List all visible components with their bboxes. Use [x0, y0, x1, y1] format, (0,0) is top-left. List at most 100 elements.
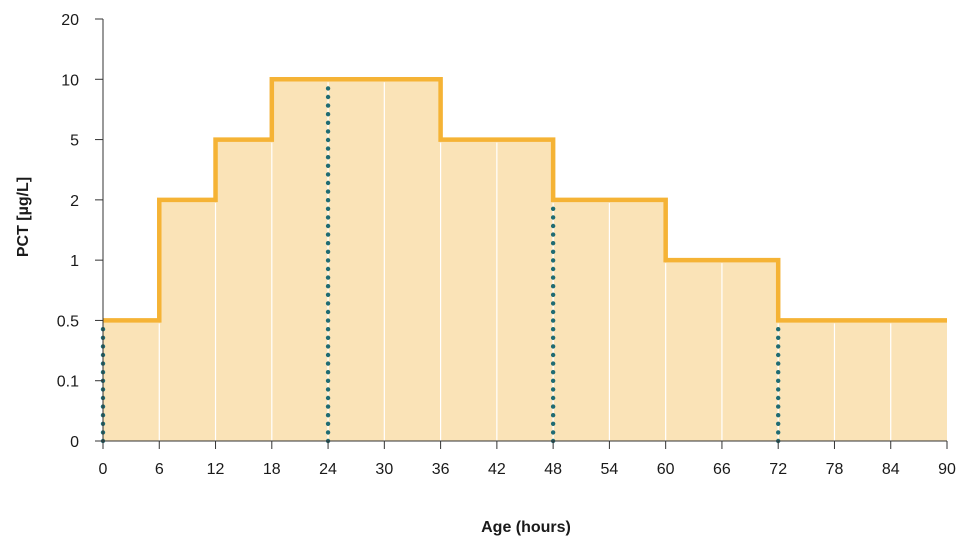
marker-dot: [325, 430, 331, 435]
marker-dot: [776, 327, 781, 332]
y-tick-label: 20: [61, 12, 79, 29]
y-axis-title: PCT [µg/L]: [15, 177, 32, 257]
marker-dot: [550, 430, 556, 435]
marker-dot: [550, 258, 556, 263]
marker-dot: [776, 387, 781, 392]
marker-dot: [776, 370, 781, 375]
marker-dot: [550, 335, 556, 340]
marker-dot: [776, 335, 781, 340]
step-line: [103, 77, 947, 323]
marker-dot: [550, 327, 556, 332]
x-tick-label: 66: [713, 461, 731, 478]
marker-dot: [325, 129, 331, 134]
x-tick-label: 72: [769, 461, 787, 478]
marker-dot: [550, 275, 556, 280]
step-line-layer: [103, 77, 947, 323]
x-tick-label: 90: [938, 461, 956, 478]
marker-dot: [550, 301, 556, 306]
marker-dot: [325, 103, 331, 108]
marker-dot: [325, 86, 331, 91]
marker-dot: [325, 112, 331, 117]
marker-dot: [550, 292, 556, 297]
marker-dot: [325, 370, 331, 375]
marker-dot: [325, 155, 331, 160]
marker-dot: [550, 421, 556, 426]
x-tick-label: 18: [263, 461, 281, 478]
x-tick-label: 0: [99, 461, 108, 478]
axis-layer: [95, 18, 948, 449]
marker-dotted-line: [550, 206, 556, 444]
y-tick-label: 10: [61, 72, 79, 89]
marker-dot: [325, 387, 331, 392]
marker-dot: [550, 361, 556, 366]
marker-dot: [550, 387, 556, 392]
marker-dot: [776, 421, 781, 426]
marker-dot: [550, 284, 556, 289]
marker-dot: [325, 215, 331, 220]
area-fill: [103, 79, 947, 442]
marker-dot: [325, 198, 331, 203]
marker-dot: [550, 215, 556, 220]
x-tick-label: 6: [155, 461, 164, 478]
marker-dot: [325, 137, 331, 143]
marker-dot: [325, 284, 331, 289]
marker-dot: [325, 318, 331, 323]
marker-dot: [776, 430, 781, 435]
marker-dot: [325, 249, 331, 254]
marker-dot: [325, 395, 331, 401]
marker-dot: [325, 180, 331, 186]
x-tick-label: 36: [432, 461, 450, 478]
y-tick-label: 5: [70, 133, 79, 150]
y-tick-label: 0.5: [57, 313, 79, 330]
marker-dot: [325, 206, 331, 211]
marker-dot: [550, 413, 556, 418]
marker-dot: [325, 94, 331, 100]
marker-dotted-line: [776, 327, 781, 444]
marker-dot: [550, 206, 556, 211]
marker-dot: [776, 395, 781, 401]
marker-dot: [550, 344, 556, 349]
marker-dot: [550, 378, 556, 383]
marker-dot: [325, 378, 331, 383]
marker-dot: [325, 241, 331, 246]
marker-dot: [325, 223, 331, 229]
marker-dot: [550, 404, 556, 409]
y-tick-label: 1: [70, 253, 79, 270]
marker-dot: [550, 352, 556, 358]
marker-dot: [325, 309, 331, 315]
marker-dot: [550, 223, 556, 229]
x-tick-label: 54: [601, 461, 619, 478]
marker-dot: [325, 344, 331, 349]
y-tick-label: 0: [70, 434, 79, 451]
x-tick-label: 24: [319, 461, 337, 478]
marker-dot: [325, 361, 331, 366]
marker-dot: [776, 344, 781, 349]
y-tick-label: 2: [70, 193, 79, 210]
marker-dot: [325, 232, 331, 237]
grid-layer: [158, 82, 892, 441]
marker-layer: [100, 86, 781, 444]
marker-dot: [325, 301, 331, 306]
x-tick-label: 30: [375, 461, 393, 478]
marker-dot: [550, 395, 556, 401]
marker-dot: [325, 275, 331, 280]
marker-dot: [776, 352, 781, 358]
marker-dot: [325, 172, 331, 177]
y-tick-label: 0.1: [57, 374, 79, 391]
x-tick-label: 60: [657, 461, 675, 478]
marker-dot: [325, 421, 331, 426]
marker-dot: [325, 335, 331, 340]
x-tick-label: 42: [488, 461, 506, 478]
x-axis-title: Age (hours): [481, 519, 571, 536]
marker-dot: [325, 266, 331, 272]
marker-dot: [325, 163, 331, 168]
x-tick-label: 78: [826, 461, 844, 478]
marker-dot: [325, 404, 331, 409]
marker-dot: [325, 120, 331, 126]
marker-dot: [550, 232, 556, 237]
x-tick-label: 12: [207, 461, 225, 478]
marker-dot: [550, 318, 556, 323]
marker-dot: [325, 292, 331, 297]
x-tick-label: 84: [882, 461, 900, 478]
